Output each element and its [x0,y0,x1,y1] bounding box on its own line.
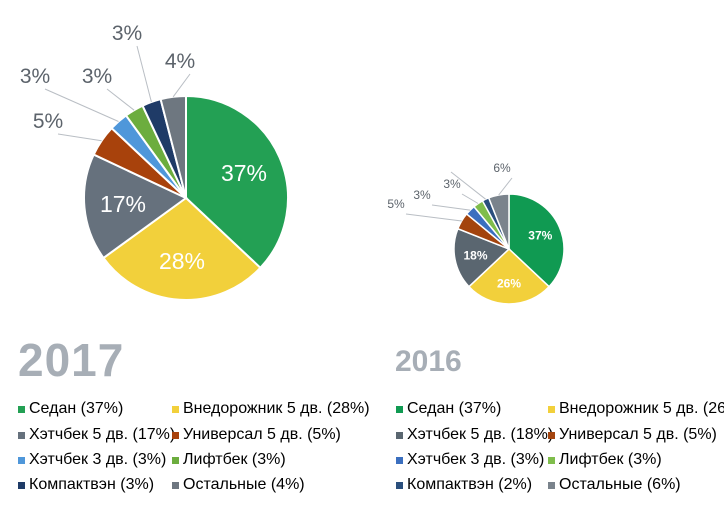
legend-item: Лифтбек (3%) [548,451,662,469]
slice-label-2017-4: 3% [20,65,50,88]
legend-swatch [396,456,403,464]
legend-swatch [548,481,555,489]
leader-line-2016-5 [461,193,479,204]
legend-swatch [172,431,179,439]
legend-label: Седан (37%) [29,400,124,417]
pie-slice-2017-1 [102,196,262,301]
legend-label: Хэтчбек 3 дв. (3%) [407,451,545,468]
legend-label: Универсал 5 дв. (5%) [559,426,717,443]
legend-label: Хэтчбек 5 дв. (17%) [29,426,176,443]
chart-title-2016: 2016 [395,345,462,378]
legend-label: Остальные (6%) [559,476,681,493]
slice-label-2017-5: 3% [82,65,112,88]
leader-line-2017-7 [172,73,191,98]
legend-item: Остальные (6%) [548,476,681,494]
legend-label: Внедорожник 5 дв. (28%) [183,400,370,417]
legend-label: Компактвэн (3%) [29,476,155,493]
leader-line-2016-3 [405,213,462,222]
leader-line-2016-6 [450,171,486,200]
slice-label-2016-4: 3% [413,188,431,202]
legend-item: Остальные (4%) [172,476,305,494]
slice-label-2017-3: 5% [33,110,63,133]
legend-label: Остальные (4%) [183,476,305,493]
legend-swatch [396,431,403,439]
legend-item: Хэтчбек 3 дв. (3%) [18,451,166,469]
leader-line-2017-6 [136,45,152,103]
slice-label-2016-7: 6% [493,161,511,175]
legend-label: Хэтчбек 5 дв. (18%) [407,426,554,443]
legend-label: Универсал 5 дв. (5%) [183,426,341,443]
legend-swatch [172,405,179,413]
slice-label-2016-5: 3% [443,177,461,191]
legend-item: Седан (37%) [18,400,123,418]
slice-label-2016-1: 26% [497,276,521,290]
slice-label-2017-6: 3% [112,22,142,45]
pie-slice-2016-2 [453,227,511,288]
slice-label-2016-0: 37% [528,229,552,243]
legend-swatch [18,405,25,413]
leader-line-2017-3 [57,133,102,142]
chart-title-2017: 2017 [18,334,125,386]
slice-label-2017-1: 28% [159,248,205,274]
legend-item: Хэтчбек 5 дв. (18%) [396,426,553,444]
legend-label: Седан (37%) [407,400,502,417]
legend-label: Компактвэн (2%) [407,476,533,493]
legend-item: Внедорожник 5 дв. (26%) [548,400,724,418]
pie-slice-2017-0 [185,94,289,270]
pie-slice-2017-2 [83,153,188,260]
leader-line-2016-7 [498,177,513,196]
legend-swatch [548,431,555,439]
legend-label: Лифтбек (3%) [559,451,662,468]
leader-line-2016-4 [431,204,471,211]
legend-item: Седан (37%) [396,400,501,418]
legend-item: Внедорожник 5 дв. (28%) [172,400,370,418]
slice-label-2017-0: 37% [221,160,267,186]
legend-swatch [548,405,555,413]
legend-label: Хэтчбек 3 дв. (3%) [29,451,167,468]
leader-line-2017-4 [44,88,119,122]
legend-item: Компактвэн (3%) [18,476,154,494]
legend-label: Внедорожник 5 дв. (26%) [559,400,724,417]
legend-label: Лифтбек (3%) [183,451,286,468]
legend-item: Хэтчбек 5 дв. (17%) [18,426,175,444]
legend-swatch [548,456,555,464]
legend-swatch [172,481,179,489]
pie-slice-2016-1 [467,247,551,305]
legend-swatch [172,456,179,464]
legend-item: Универсал 5 дв. (5%) [172,426,341,444]
pie-slice-2016-0 [508,193,565,288]
legend-swatch [396,405,403,413]
legend-item: Компактвэн (2%) [396,476,532,494]
legend-item: Лифтбек (3%) [172,451,286,469]
legend-item: Универсал 5 дв. (5%) [548,426,717,444]
legend-swatch [18,431,25,439]
slice-label-2017-7: 4% [165,50,195,73]
legend-item: Хэтчбек 3 дв. (3%) [396,451,544,469]
leader-line-2017-5 [106,88,135,111]
slice-label-2016-3: 5% [387,197,405,211]
legend-swatch [396,481,403,489]
slice-label-2016-2: 18% [463,249,487,263]
slice-label-2017-2: 17% [100,191,146,217]
legend-swatch [18,481,25,489]
legend-swatch [18,456,25,464]
